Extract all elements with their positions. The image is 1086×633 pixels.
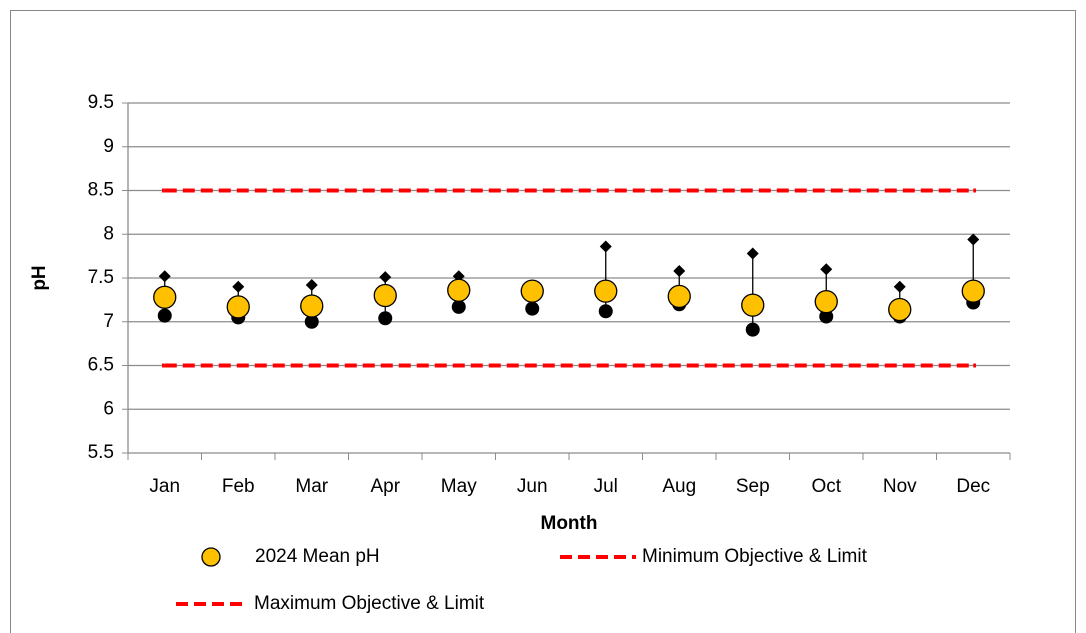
max-marker xyxy=(305,279,318,291)
min-marker xyxy=(819,309,834,324)
max-marker xyxy=(967,233,980,246)
x-tick-label: Oct xyxy=(811,476,841,497)
y-tick-label: 8 xyxy=(103,223,114,244)
x-tick-label: Sep xyxy=(736,476,770,497)
chart-border xyxy=(10,10,1076,633)
mean-marker xyxy=(667,284,691,309)
y-tick-label: 9.5 xyxy=(88,92,114,113)
mean-marker xyxy=(594,279,618,303)
min-marker xyxy=(525,301,540,316)
mean-marker xyxy=(814,289,838,314)
x-tick-label: Jul xyxy=(594,476,618,497)
x-tick-label: Dec xyxy=(956,476,990,497)
x-tick-label: Nov xyxy=(883,476,917,497)
max-marker xyxy=(746,247,759,260)
max-marker xyxy=(599,240,612,253)
x-tick-label: Jun xyxy=(517,476,548,497)
max-marker xyxy=(379,271,392,284)
x-tick-label: Apr xyxy=(370,476,400,497)
min-marker xyxy=(451,299,466,314)
legend-marker xyxy=(201,547,221,567)
y-tick-label: 5.5 xyxy=(88,442,114,463)
legend-label: 2024 Mean pH xyxy=(255,546,380,567)
x-tick-label: May xyxy=(441,476,477,497)
y-tick-label: 6.5 xyxy=(88,355,114,376)
mean-marker xyxy=(373,283,397,308)
x-tick-label: Mar xyxy=(295,476,328,497)
mean-marker xyxy=(226,295,250,319)
legend-label: Maximum Objective & Limit xyxy=(254,593,485,614)
mean-marker xyxy=(300,294,324,318)
mean-marker xyxy=(520,279,544,303)
x-tick-label: Feb xyxy=(222,476,255,497)
y-tick-label: 7.5 xyxy=(88,267,114,288)
mean-marker xyxy=(888,297,912,322)
min-marker xyxy=(157,308,172,323)
y-tick-label: 8.5 xyxy=(88,180,114,201)
min-marker xyxy=(304,314,319,329)
max-marker xyxy=(158,270,171,283)
max-marker xyxy=(232,280,245,293)
y-tick-label: 6 xyxy=(103,398,114,419)
y-axis-label: pH xyxy=(29,265,50,290)
x-tick-label: Aug xyxy=(662,476,696,497)
y-tick-label: 7 xyxy=(103,311,114,332)
max-marker xyxy=(893,280,906,293)
x-axis-label: Month xyxy=(541,513,598,534)
min-marker xyxy=(378,311,393,326)
max-marker xyxy=(673,265,686,277)
mean-marker xyxy=(153,285,177,309)
min-marker xyxy=(598,304,613,319)
y-tick-label: 9 xyxy=(103,136,114,157)
mean-marker xyxy=(741,293,765,317)
legend-label: Minimum Objective & Limit xyxy=(642,546,868,567)
mean-marker xyxy=(961,279,985,303)
min-marker xyxy=(745,322,760,337)
max-marker xyxy=(820,263,833,276)
mean-marker xyxy=(447,278,471,302)
x-tick-label: Jan xyxy=(149,476,180,497)
